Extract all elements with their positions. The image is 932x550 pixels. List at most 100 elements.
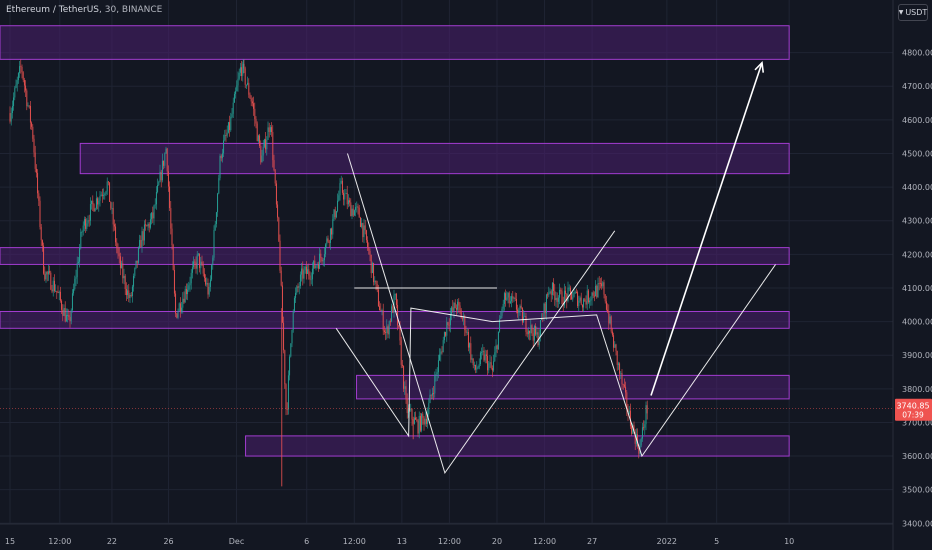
last-price-tag[interactable]: [895, 398, 932, 421]
candle-body: [167, 171, 169, 187]
price-zone[interactable]: [356, 374, 790, 400]
candle: [521, 307, 523, 326]
candle: [601, 277, 603, 290]
price-zone[interactable]: [0, 25, 790, 60]
candle: [371, 261, 373, 274]
candle: [491, 365, 493, 378]
candle: [614, 341, 616, 348]
candle-body: [308, 269, 310, 276]
candle: [237, 71, 239, 92]
trendline-drawings[interactable]: [335, 60, 776, 474]
candle: [123, 268, 125, 285]
candle-body: [563, 290, 565, 306]
candle-body: [208, 286, 210, 295]
candle-body: [374, 280, 376, 283]
candle: [26, 88, 28, 111]
candle: [441, 346, 443, 355]
candle-body: [367, 240, 369, 248]
candle-body: [314, 260, 316, 269]
candle: [473, 361, 475, 371]
candle-body: [235, 91, 237, 94]
candle: [317, 261, 319, 272]
candle: [110, 201, 112, 211]
candle-body: [505, 293, 507, 300]
candle-body: [31, 122, 33, 127]
candle-body: [135, 260, 137, 269]
candle-body: [105, 191, 107, 194]
interval-label[interactable]: 30: [104, 5, 117, 15]
candle-body: [557, 297, 559, 302]
candle: [254, 102, 256, 127]
candle-body: [633, 425, 635, 433]
candle: [287, 370, 289, 415]
candle: [370, 254, 372, 279]
candle: [598, 276, 600, 291]
candle-body: [581, 304, 583, 308]
candle: [164, 152, 166, 169]
candle-body: [567, 287, 569, 302]
candle: [98, 197, 100, 212]
symbol-name[interactable]: Ethereum / TetherUS: [6, 5, 99, 15]
candle: [567, 281, 569, 303]
candle: [82, 221, 84, 236]
candle: [113, 219, 115, 231]
candle-body: [419, 415, 421, 431]
currency-dropdown[interactable]: ▼ USDT: [898, 4, 928, 21]
price-zone[interactable]: [79, 142, 790, 175]
candle: [591, 291, 593, 306]
candle: [301, 263, 303, 282]
candle-body: [200, 261, 202, 269]
candle-body: [355, 207, 357, 211]
trendline[interactable]: [347, 153, 616, 474]
candle-body: [547, 294, 549, 296]
candle: [454, 299, 456, 309]
candle: [292, 309, 294, 333]
candle: [604, 293, 606, 304]
candle: [405, 379, 407, 404]
candle: [581, 304, 583, 312]
candle: [407, 404, 409, 418]
candle: [233, 91, 235, 103]
candle-body: [79, 248, 81, 262]
price-zone[interactable]: [245, 435, 790, 457]
candle-body: [364, 225, 366, 231]
candle: [488, 361, 490, 374]
time-axis[interactable]: [0, 524, 893, 550]
candle: [478, 358, 480, 370]
candle-body: [61, 300, 63, 310]
candle-body: [99, 196, 101, 201]
candle: [439, 348, 441, 362]
candle: [464, 314, 466, 337]
candle-body: [178, 303, 180, 312]
candle: [191, 261, 193, 279]
candle: [429, 389, 431, 404]
candle-body: [370, 254, 372, 274]
trendline[interactable]: [335, 264, 776, 458]
price-zone[interactable]: [0, 310, 790, 329]
candle-body: [595, 285, 597, 297]
candle: [547, 292, 549, 299]
candle: [556, 292, 558, 308]
candle-body: [617, 363, 619, 365]
candle: [190, 269, 192, 290]
candle-body: [575, 291, 577, 293]
candle: [535, 323, 537, 337]
candle-body: [356, 206, 358, 208]
candle: [139, 234, 141, 249]
y-tick-label: 4200.00: [902, 250, 932, 259]
candle-body: [70, 310, 72, 322]
candle: [81, 230, 83, 237]
candle: [155, 186, 157, 210]
arrow-head-icon[interactable]: [754, 60, 765, 73]
candle: [131, 284, 133, 303]
candle-body: [646, 405, 648, 414]
candle: [71, 289, 73, 313]
candle-body: [158, 181, 160, 186]
candle-body: [292, 310, 294, 331]
price-axis[interactable]: [893, 0, 932, 550]
target-arrow-shaft[interactable]: [650, 62, 763, 396]
candle: [137, 246, 139, 265]
candle: [315, 264, 317, 271]
candle: [116, 238, 118, 254]
